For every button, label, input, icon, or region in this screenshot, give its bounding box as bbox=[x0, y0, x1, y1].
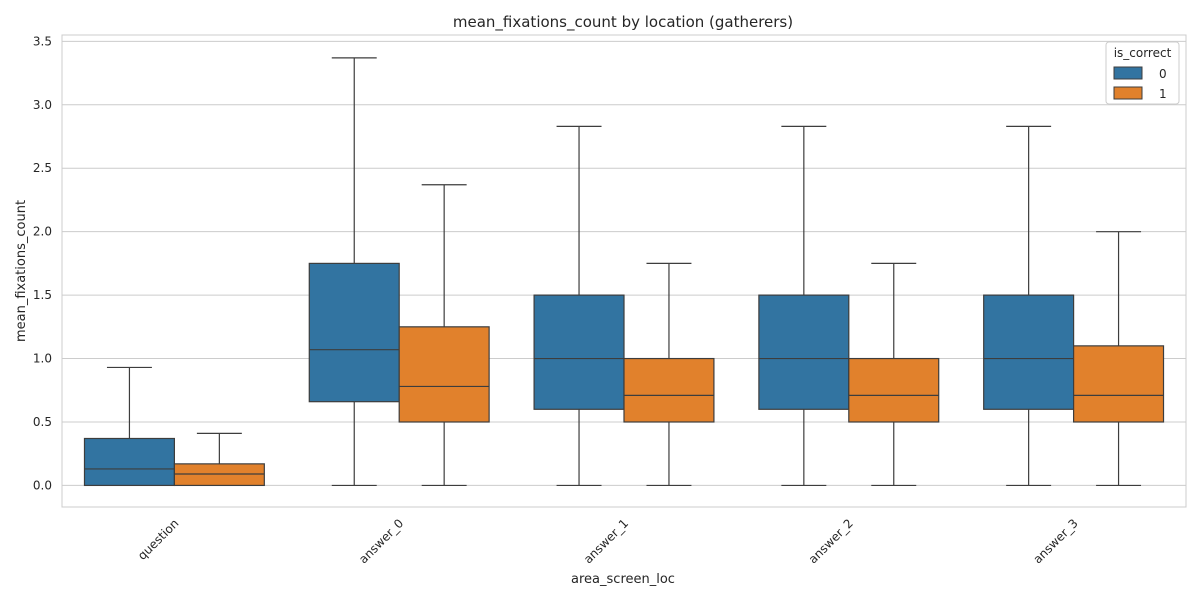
x-axis-ticks: question answer_0 answer_1 answer_2 answer_3 bbox=[135, 516, 1081, 566]
iqr-box bbox=[83, 437, 176, 487]
x-tick-label: answer_2 bbox=[806, 516, 856, 566]
box-answer_2-0 bbox=[758, 125, 850, 487]
legend: is_correct 0 1 bbox=[1105, 41, 1180, 105]
box-question-0 bbox=[83, 366, 176, 487]
box-answer_3-1 bbox=[1072, 231, 1165, 487]
iqr-box bbox=[533, 294, 625, 410]
iqr-box bbox=[1072, 345, 1165, 423]
y-tick-label: 2.0 bbox=[33, 225, 52, 239]
legend-swatch-1 bbox=[1113, 86, 1143, 100]
legend-entry-0: 0 bbox=[1159, 67, 1167, 81]
chart-title: mean_fixations_count by location (gather… bbox=[453, 13, 793, 32]
y-axis-label: mean_fixations_count bbox=[14, 200, 29, 342]
iqr-box bbox=[623, 357, 715, 423]
iqr-box bbox=[308, 262, 400, 403]
box-answer_1-1 bbox=[623, 262, 715, 487]
iqr-box bbox=[173, 463, 265, 487]
legend-entry-1: 1 bbox=[1159, 87, 1167, 101]
box-answer_2-1 bbox=[848, 262, 940, 487]
box-question-1 bbox=[173, 432, 265, 487]
x-axis-label: area_screen_loc bbox=[571, 572, 675, 587]
y-tick-label: 1.0 bbox=[33, 352, 52, 366]
legend-title: is_correct bbox=[1114, 46, 1172, 60]
y-tick-label: 1.5 bbox=[33, 288, 52, 302]
box-answer_0-0 bbox=[308, 57, 400, 487]
x-tick-label: question bbox=[135, 516, 182, 563]
box-answer_3-0 bbox=[983, 125, 1075, 487]
box-answer_0-1 bbox=[398, 184, 490, 487]
box-answer_1-0 bbox=[533, 125, 625, 487]
y-tick-label: 3.5 bbox=[33, 34, 52, 48]
x-tick-label: answer_1 bbox=[581, 516, 631, 566]
plot-area bbox=[61, 34, 1187, 508]
y-tick-label: 2.5 bbox=[33, 161, 52, 175]
iqr-box bbox=[758, 294, 850, 410]
y-tick-label: 0.0 bbox=[33, 478, 52, 492]
iqr-box bbox=[848, 357, 940, 423]
iqr-box bbox=[398, 326, 490, 423]
legend-swatch-0 bbox=[1113, 66, 1143, 80]
y-tick-label: 3.0 bbox=[33, 98, 52, 112]
y-tick-label: 0.5 bbox=[33, 415, 52, 429]
boxes-layer bbox=[83, 57, 1165, 487]
x-tick-label: answer_3 bbox=[1031, 516, 1081, 566]
iqr-box bbox=[983, 294, 1075, 410]
y-axis-ticks: 0.0 0.5 1.0 1.5 2.0 2.5 3.0 3.5 bbox=[33, 34, 52, 492]
x-tick-label: answer_0 bbox=[356, 516, 406, 566]
